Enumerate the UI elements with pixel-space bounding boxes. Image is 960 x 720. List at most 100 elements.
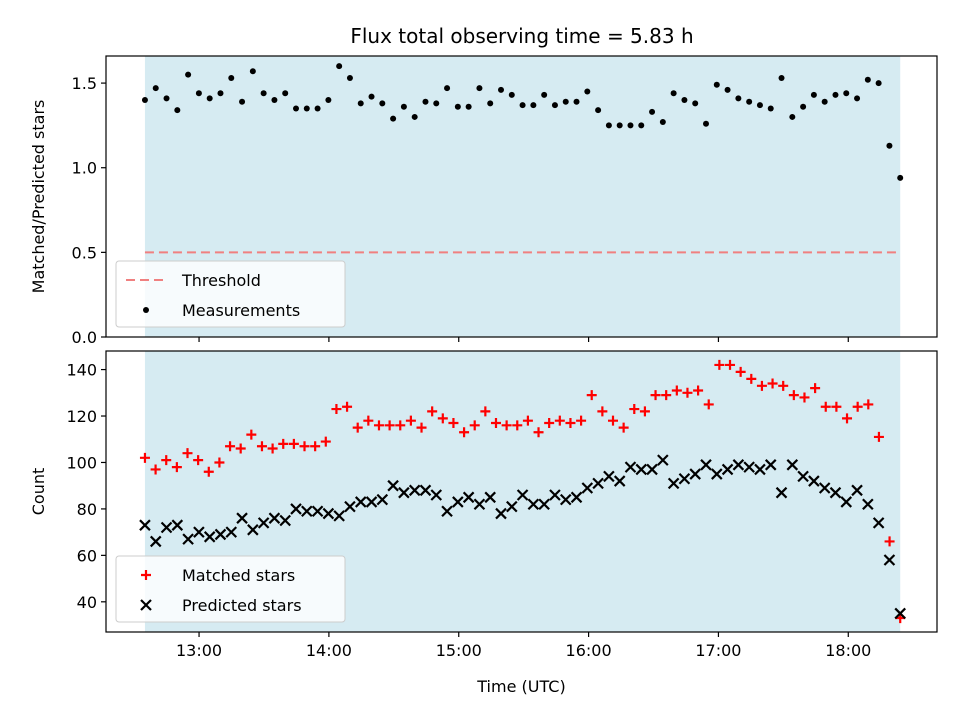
matched-point [278, 438, 289, 449]
matched-point [320, 436, 331, 447]
measurement-point [756, 102, 763, 109]
measurement-point [400, 103, 407, 110]
measurement-point [346, 75, 353, 82]
measurement-point [465, 103, 472, 110]
ratio-panel: 0.0 0.5 1.0 1.5 Matched/Predicted stars Thres… [29, 55, 938, 347]
matched-point [501, 420, 512, 431]
predicted-point [613, 475, 626, 487]
measurement-point [670, 90, 677, 97]
predicted-point [430, 489, 443, 501]
measurement-point [832, 91, 839, 98]
predicted-point [182, 533, 194, 545]
measurement-point [595, 107, 602, 114]
legend-label: Threshold [181, 271, 261, 290]
measurement-point [703, 120, 710, 127]
y-tick-label: 0.5 [72, 243, 97, 262]
measurement-point [368, 93, 375, 100]
predicted-point [840, 496, 853, 508]
measurement-point [336, 63, 343, 70]
measurement-point [854, 95, 861, 102]
predicted-point [754, 463, 766, 476]
matched-point [246, 429, 257, 440]
measurement-point [886, 142, 893, 149]
predicted-point [344, 500, 356, 513]
measurement-point [573, 98, 580, 105]
y-tick-label: 0.0 [72, 328, 97, 347]
measurement-point [325, 97, 332, 104]
measurement-point [659, 119, 666, 126]
matched-point [842, 413, 853, 424]
matched-point [150, 464, 161, 475]
predicted-point [829, 486, 842, 499]
predicted-point [624, 461, 637, 473]
measurement-point [746, 98, 753, 105]
matched-point [639, 406, 650, 417]
measurement-point [897, 174, 904, 181]
matched-point [373, 420, 384, 431]
matched-point [416, 422, 427, 433]
predicted-point [495, 507, 507, 520]
measurement-point [174, 107, 181, 114]
measurement-point [735, 95, 742, 102]
measurement-point [584, 88, 591, 95]
predicted-point [193, 526, 205, 538]
matched-point [767, 378, 778, 389]
measurement-point [195, 90, 202, 97]
predicted-point [570, 491, 583, 504]
matched-point [756, 380, 767, 391]
matched-point [544, 417, 555, 428]
matched-point [725, 359, 736, 370]
measurement-point [239, 98, 246, 105]
y-axis-label: Matched/Predicted stars [29, 100, 48, 294]
measurement-point [487, 100, 494, 107]
matched-point [778, 380, 789, 391]
count-panel: 40 60 80 100 120 140 13:00 14:00 15:00 16:00 17:00… [29, 350, 938, 696]
measurement-point [530, 102, 537, 109]
legend-matched-swatch [141, 570, 151, 580]
measurement-point [249, 68, 256, 75]
legend-label: Matched stars [182, 566, 295, 585]
matched-point [384, 420, 395, 431]
measurement-point [627, 122, 634, 129]
matched-point [352, 422, 363, 433]
predicted-point [301, 505, 313, 518]
measurement-point [293, 105, 300, 112]
chart-title: Flux total observing time = 5.83 h [350, 24, 693, 48]
predicted-point [538, 498, 550, 511]
matched-point [671, 385, 682, 396]
x-tick-label: 15:00 [436, 641, 482, 660]
matched-point [576, 415, 587, 426]
matched-point [746, 373, 757, 384]
measurement-point [638, 122, 645, 129]
measurement-point [692, 100, 699, 107]
measurement-point [303, 105, 310, 112]
predicted-point [711, 468, 723, 480]
matched-point [139, 452, 150, 463]
legend-box [115, 260, 346, 328]
measurement-point [390, 115, 397, 122]
measurement-point [454, 103, 461, 110]
predicted-point [764, 459, 777, 471]
y-tick-label: 40 [77, 593, 97, 612]
matched-point [682, 387, 693, 398]
predicted-point [732, 459, 745, 471]
matched-point [214, 457, 225, 468]
matched-point [810, 383, 821, 394]
predicted-point [700, 459, 712, 471]
legend-measurement-swatch [143, 307, 149, 313]
measurement-point [724, 86, 731, 93]
matched-point [203, 466, 214, 477]
matched-point [225, 441, 236, 452]
matched-point [586, 390, 597, 401]
matched-point [395, 420, 406, 431]
matched-point [448, 417, 459, 428]
measurement-point [314, 105, 321, 112]
measurement-point [508, 91, 515, 98]
measurement-point [843, 90, 850, 97]
measurement-point [260, 90, 267, 97]
matched-point [522, 415, 533, 426]
predicted-point [818, 482, 831, 494]
legend-label: Measurements [182, 301, 300, 320]
matched-point [235, 443, 246, 454]
